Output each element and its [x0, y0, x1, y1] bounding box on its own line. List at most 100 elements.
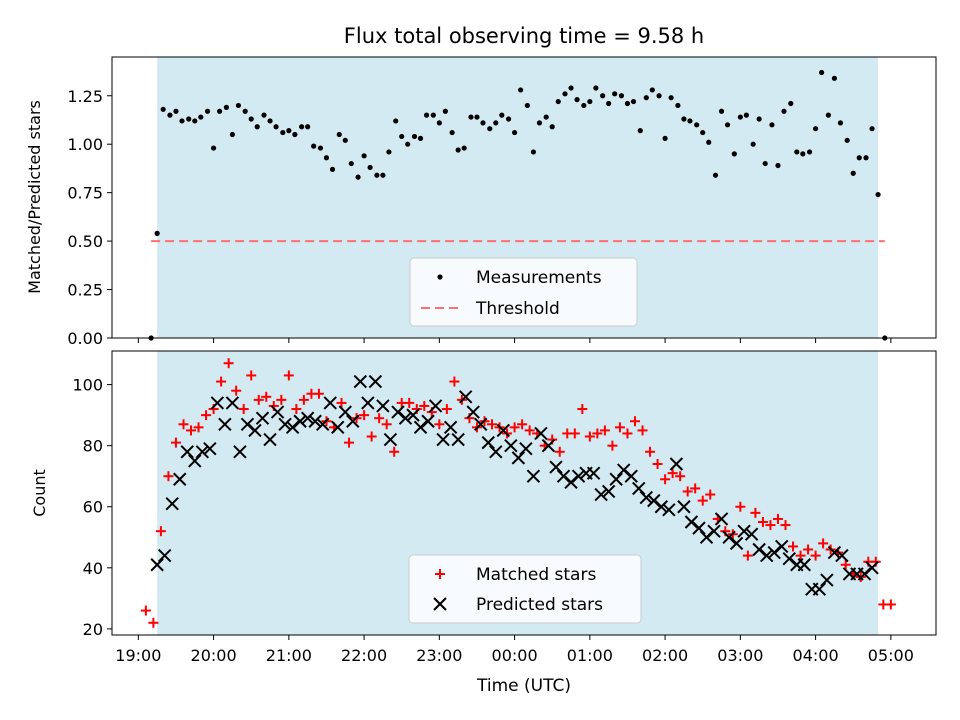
predicted-star-point	[549, 460, 563, 474]
matched-star-point	[170, 437, 181, 448]
matched-star-point	[374, 413, 385, 424]
measurement-point	[681, 116, 687, 122]
predicted-star-point	[406, 408, 420, 422]
predicted-star-point	[684, 515, 699, 529]
predicted-star-point	[519, 442, 533, 456]
measurement-point	[800, 151, 806, 157]
predicted-star-point	[744, 527, 759, 541]
legend-measurements-marker	[437, 274, 443, 280]
measurement-point	[549, 124, 555, 130]
matched-star-point	[795, 550, 806, 561]
matched-star-point	[637, 425, 648, 436]
predicted-star-point	[759, 548, 774, 563]
predicted-star-point	[203, 442, 217, 456]
measurement-point	[474, 114, 480, 120]
measurement-point	[850, 170, 856, 176]
matched-star-point	[298, 394, 309, 405]
predicted-star-point	[315, 417, 330, 431]
predicted-star-point	[421, 414, 435, 428]
measurement-point	[173, 108, 179, 114]
predicted-star-point	[504, 438, 518, 453]
bottom-xtick-label: 20:00	[191, 646, 237, 665]
measurement-point	[562, 91, 568, 97]
predicted-star-point	[195, 445, 210, 459]
top-legend: Measurements Threshold	[409, 257, 638, 327]
matched-star-point	[697, 495, 708, 506]
predicted-star-point	[263, 432, 277, 447]
matched-star-point	[818, 538, 829, 549]
top-ytick-label: 1.00	[67, 135, 103, 154]
measurement-point	[499, 112, 505, 118]
bottom-panel: 20 40 60 80 100 19:00 20:00 21:00 22:00 23:00 00:…	[30, 350, 937, 696]
predicted-star-point	[534, 426, 548, 441]
matched-star-point	[441, 404, 452, 415]
matched-star-point	[216, 376, 227, 387]
measurement-point	[461, 145, 467, 151]
predicted-stars-points	[150, 374, 879, 596]
measurement-point	[348, 160, 354, 167]
measurement-point	[781, 108, 787, 114]
matched-star-point	[757, 517, 768, 528]
measurement-point	[210, 145, 217, 151]
matched-star-point	[231, 385, 242, 396]
predicted-star-point	[782, 551, 796, 566]
matched-star-point	[584, 431, 595, 442]
predicted-star-point	[707, 524, 721, 538]
predicted-star-point	[353, 374, 368, 389]
predicted-star-point	[556, 469, 571, 483]
matched-star-point	[885, 599, 896, 610]
bottom-x-axis-label: Time (UTC)	[476, 676, 571, 696]
predicted-star-point	[481, 435, 495, 450]
predicted-star-point	[692, 521, 706, 535]
measurement-point	[160, 106, 166, 112]
predicted-star-point	[474, 417, 488, 431]
predicted-star-point	[737, 524, 751, 538]
measurement-point	[844, 137, 850, 143]
measurement-point	[374, 172, 380, 178]
matched-star-point	[675, 471, 686, 482]
matched-star-point	[810, 550, 821, 561]
bottom-ytick-label: 20	[83, 620, 103, 639]
measurement-point	[831, 75, 838, 81]
measurement-point	[292, 131, 298, 138]
matched-star-point	[389, 446, 400, 457]
predicted-star-point	[165, 496, 179, 511]
predicted-star-point	[714, 512, 729, 526]
bottom-xtick-label: 19:00	[115, 646, 161, 665]
predicted-star-point	[835, 548, 849, 563]
top-axes-frame	[111, 56, 937, 339]
measurement-point	[775, 162, 781, 169]
matched-star-point	[524, 425, 535, 436]
bottom-xtick-label: 01:00	[567, 646, 613, 665]
measurement-point	[530, 149, 537, 155]
top-panel: 0.00 0.25 0.50 0.75 1.00 1.25 Matched/Predict…	[25, 56, 937, 348]
measurement-point	[656, 93, 662, 99]
matched-star-point	[449, 376, 460, 387]
measurement-point	[393, 118, 399, 124]
measurement-point	[825, 112, 831, 118]
measurement-point	[430, 112, 436, 118]
predicted-star-point	[391, 405, 405, 419]
measurement-point	[524, 102, 530, 109]
matched-star-point	[554, 446, 565, 457]
matched-star-point	[780, 520, 791, 531]
predicted-star-point	[248, 423, 262, 438]
matched-star-point	[622, 428, 633, 439]
measurement-point	[536, 120, 543, 126]
measurement-point	[743, 112, 749, 118]
measurement-point	[449, 129, 455, 136]
matched-star-point	[667, 468, 678, 479]
matched-star-point	[592, 428, 603, 439]
predicted-star-point	[865, 561, 879, 575]
measurement-point	[261, 112, 267, 118]
matched-star-point	[765, 520, 776, 531]
measurement-point	[618, 93, 625, 99]
top-y-ticks: 0.00 0.25 0.50 0.75 1.00 1.25	[67, 87, 112, 348]
measurement-point	[555, 98, 561, 105]
measurement-point	[411, 133, 418, 140]
measurement-point	[637, 128, 643, 134]
predicted-star-point	[511, 451, 526, 465]
matched-star-point	[283, 370, 294, 381]
legend-measurements-label: Measurements	[476, 268, 602, 288]
measurement-point	[668, 95, 674, 101]
